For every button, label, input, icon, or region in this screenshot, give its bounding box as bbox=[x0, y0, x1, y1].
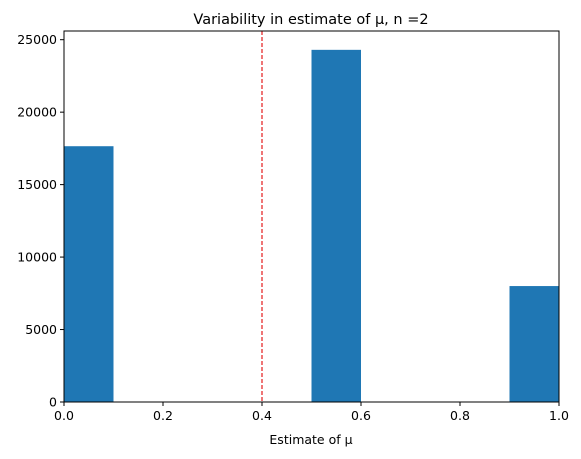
x-axis: 0.0 0.2 0.4 0.6 0.8 1.0 bbox=[54, 402, 569, 423]
x-tick-label: 0.6 bbox=[351, 408, 371, 423]
histogram-bars bbox=[64, 49, 559, 402]
chart-title: Variability in estimate of μ, n =2 bbox=[193, 12, 428, 28]
y-tick-label: 10000 bbox=[17, 250, 57, 265]
histogram-bar-1 bbox=[311, 49, 361, 402]
y-tick-label: 5000 bbox=[25, 322, 57, 337]
x-axis-label: Estimate of μ bbox=[269, 432, 352, 447]
y-tick-label: 25000 bbox=[17, 32, 57, 47]
x-tick-label: 0.8 bbox=[450, 408, 470, 423]
y-axis: 0 5000 10000 15000 20000 25000 bbox=[17, 32, 64, 410]
histogram-bar-2 bbox=[509, 286, 559, 402]
y-tick-label: 20000 bbox=[17, 105, 57, 120]
histogram-bar-0 bbox=[64, 146, 114, 402]
x-tick-label: 0.2 bbox=[153, 408, 173, 423]
plot-frame bbox=[63, 30, 560, 403]
x-tick-label: 0.4 bbox=[252, 408, 272, 423]
x-tick-label: 0.0 bbox=[54, 408, 74, 423]
y-tick-label: 0 bbox=[49, 395, 57, 410]
x-tick-label: 1.0 bbox=[549, 408, 569, 423]
y-tick-label: 15000 bbox=[17, 177, 57, 192]
